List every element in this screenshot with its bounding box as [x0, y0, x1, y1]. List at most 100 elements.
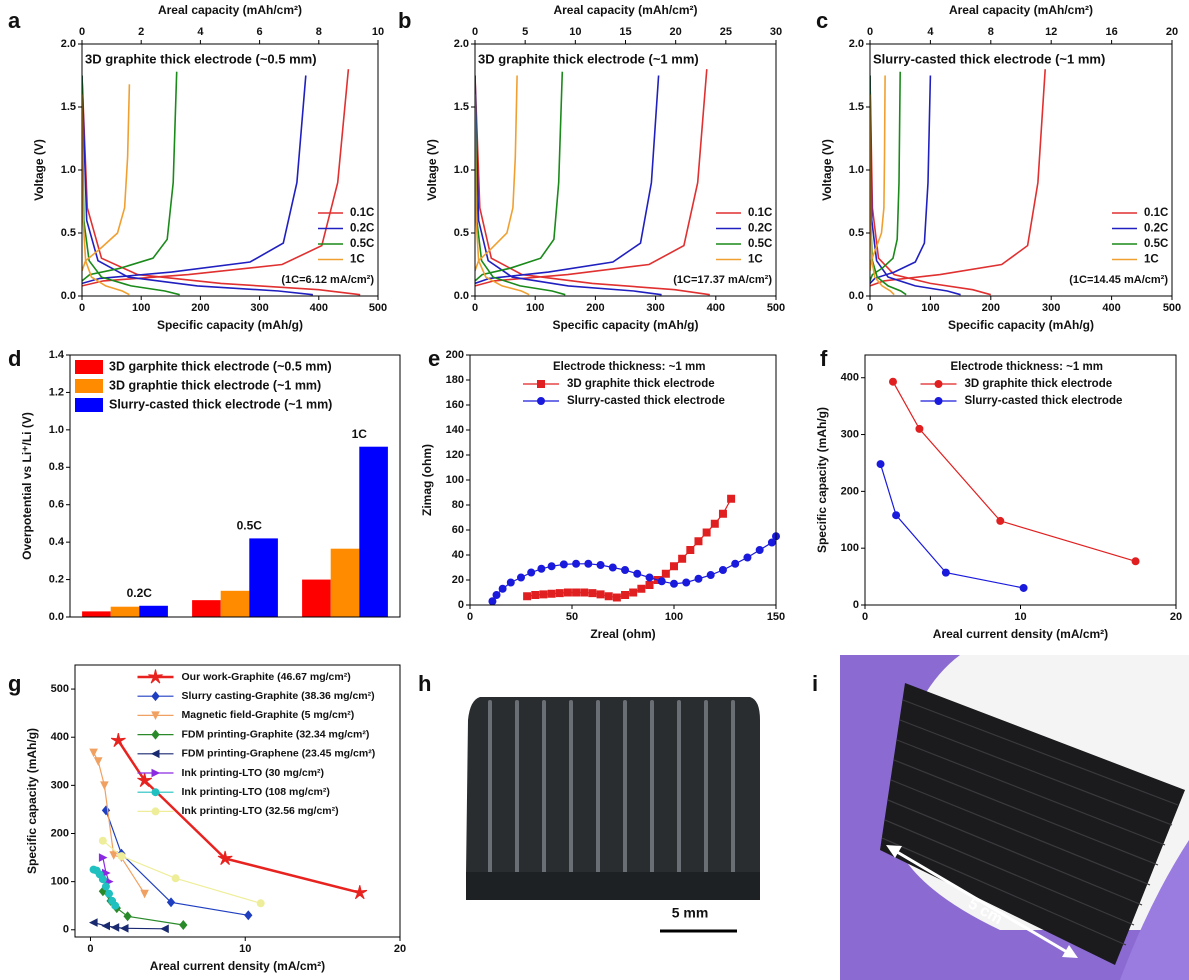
x-axis-label: Specific capacity (mAh/g)	[552, 318, 698, 332]
x-axis-label: Areal current density (mA/cm²)	[933, 627, 1108, 641]
y-axis-label: Voltage (V)	[425, 139, 439, 201]
x2-tick-label: 30	[770, 26, 782, 38]
y-tick-label: 160	[446, 399, 464, 411]
ridges	[488, 700, 735, 880]
series-line	[82, 84, 131, 296]
y-tick-label: 0.0	[454, 290, 469, 302]
point	[559, 560, 568, 569]
x-tick-label: 300	[250, 302, 268, 314]
point	[755, 546, 764, 554]
x-tick-label: 100	[132, 302, 150, 314]
point	[710, 519, 719, 528]
legend-label: 0.1C	[1144, 207, 1168, 219]
glove	[840, 655, 1189, 980]
x-tick-label: 150	[767, 611, 785, 623]
bar	[139, 605, 168, 617]
legend-label: 0.5C	[748, 238, 772, 250]
point	[531, 591, 540, 599]
bar	[249, 538, 278, 617]
point	[111, 901, 120, 910]
series-line	[870, 75, 895, 296]
x-tick-label: 100	[665, 611, 683, 623]
y-tick-label: 0.0	[849, 290, 864, 302]
point	[160, 924, 169, 934]
point	[171, 874, 180, 883]
point	[596, 561, 605, 569]
point	[731, 559, 740, 568]
x-tick-label: 500	[767, 302, 785, 314]
y-tick-label: 300	[841, 428, 859, 440]
y-tick-label: 200	[446, 349, 464, 361]
legend-label: FDM printing-Graphene (23.45 mg/cm²)	[182, 748, 376, 760]
point	[702, 528, 711, 537]
arrow-head	[1062, 945, 1078, 958]
y-tick-label: 0.6	[49, 499, 64, 511]
glove	[1120, 655, 1189, 980]
x-tick-label: 0	[472, 302, 478, 314]
y-tick-label: 0.2	[49, 573, 64, 585]
point	[179, 920, 188, 930]
y-tick-label: 100	[446, 474, 464, 486]
legend-swatch	[75, 379, 103, 393]
x-tick-label: 20	[394, 943, 406, 955]
legend-label: 0.5C	[350, 238, 374, 250]
x2-tick-label: 2	[138, 26, 144, 38]
point	[151, 729, 160, 740]
x2-tick-label: 25	[720, 26, 732, 38]
legend-label: 0.2C	[748, 223, 772, 235]
point	[604, 592, 613, 601]
x-tick-label: 500	[1163, 302, 1181, 314]
plot-frame	[81, 43, 379, 297]
x-tick-label: 500	[369, 302, 387, 314]
point	[767, 538, 776, 547]
legend-label: Ink printing-LTO (108 mg/cm²)	[182, 786, 330, 798]
x2-tick-label: 15	[619, 26, 631, 38]
x2-tick-label: 10	[372, 26, 384, 38]
y-tick-label: 400	[51, 731, 69, 743]
point	[670, 579, 678, 588]
y-axis-label: Specific capacity (mAh/g)	[815, 407, 829, 553]
y-axis-label: Zimag (ohm)	[420, 444, 434, 516]
chart-title: 3D graphite thick electrode (~0.5 mm)	[85, 51, 317, 66]
chart-title: 3D graphite thick electrode (~1 mm)	[478, 51, 699, 66]
series-line	[102, 840, 261, 904]
point	[706, 571, 715, 579]
panel-label: g	[8, 671, 21, 696]
legend-swatch	[75, 360, 103, 374]
plot-frame	[869, 43, 1173, 297]
y-tick-label: 1.0	[454, 164, 469, 176]
series-line	[892, 381, 1136, 562]
x-tick-label: 0	[862, 611, 868, 623]
legend-label: 0.2C	[350, 223, 374, 235]
panel-label: f	[820, 346, 828, 371]
x2-tick-label: 12	[1045, 26, 1057, 38]
point	[629, 588, 638, 597]
y-tick-label: 0	[458, 599, 464, 611]
y-tick-label: 0.5	[61, 227, 76, 239]
x-tick-label: 0	[467, 611, 473, 623]
y-tick-label: 80	[452, 499, 464, 511]
y-tick-label: 0.0	[49, 611, 64, 623]
y-tick-label: 1.5	[61, 101, 76, 113]
point	[996, 516, 1005, 525]
point	[537, 397, 545, 405]
point	[539, 590, 548, 599]
point	[678, 554, 687, 563]
point	[119, 923, 129, 933]
point	[888, 377, 897, 386]
x2-tick-label: 10	[569, 26, 581, 38]
note: (1C=17.37 mA/cm²)	[673, 274, 772, 286]
note: (1C=6.12 mA/cm²)	[281, 274, 374, 286]
x-tick-label: 10	[239, 943, 251, 955]
point	[876, 460, 885, 469]
point	[633, 569, 642, 578]
point	[498, 584, 507, 593]
x2-tick-label: 8	[316, 26, 322, 38]
x-tick-label: 300	[1042, 302, 1060, 314]
point	[563, 588, 572, 597]
panel-label: c	[816, 8, 828, 33]
plot-frame	[74, 664, 401, 938]
y-tick-label: 1.4	[49, 349, 65, 361]
legend-label: 0.2C	[1144, 223, 1168, 235]
